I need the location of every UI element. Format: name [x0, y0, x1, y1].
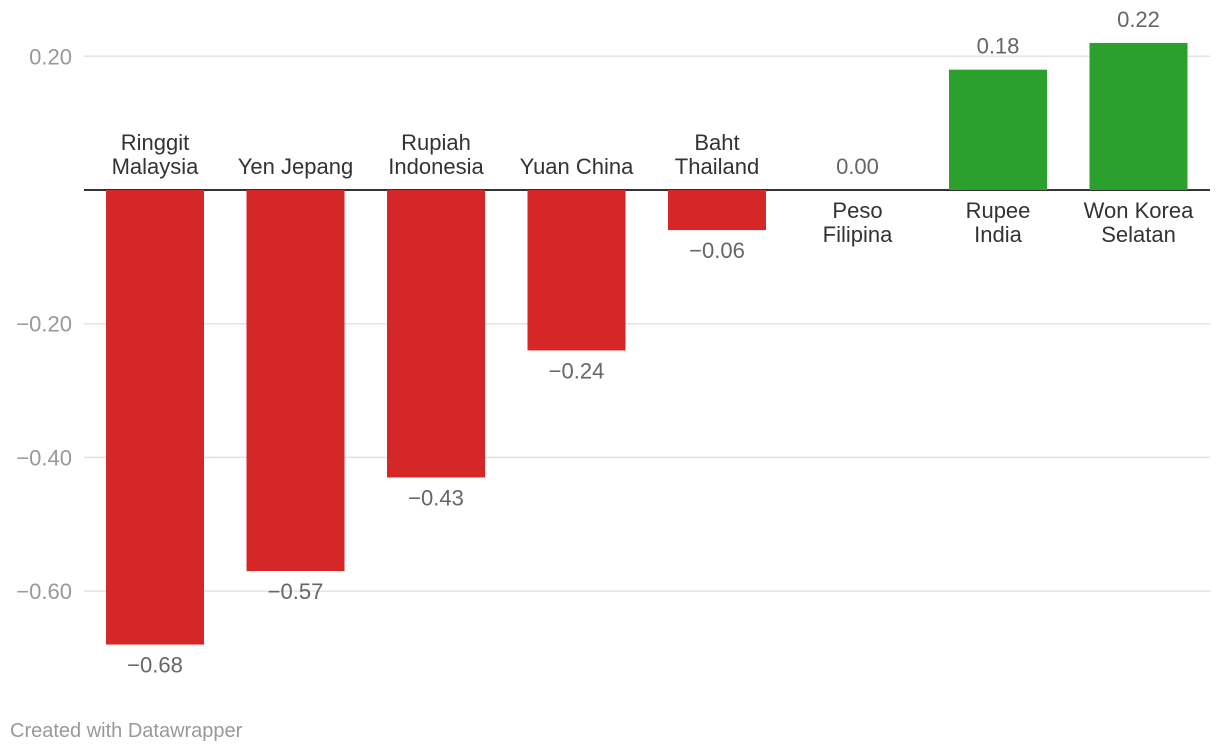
y-axis: 0.20 −0.20 −0.40 −0.60: [16, 44, 72, 604]
category-label: Rupee India: [966, 198, 1031, 247]
category-label: Rupiah Indonesia: [388, 130, 484, 179]
value-label: 0.18: [977, 34, 1020, 59]
y-tick-label: −0.20: [16, 312, 72, 337]
value-label: −0.57: [268, 579, 324, 604]
category-label: Yen Jepang: [238, 154, 353, 179]
y-tick-label: −0.40: [16, 445, 72, 470]
bar: [387, 190, 485, 478]
bar: [949, 69, 1047, 190]
category-label: Yuan China: [520, 154, 635, 179]
value-label: −0.43: [408, 485, 464, 510]
bar: [668, 190, 766, 231]
y-tick-label: −0.60: [16, 579, 72, 604]
category-label: Peso Filipina: [823, 198, 893, 247]
bar: [246, 190, 345, 572]
value-label: −0.68: [127, 653, 183, 678]
category-label: Ringgit Malaysia: [112, 130, 200, 179]
credit-text: Created with Datawrapper: [10, 720, 243, 742]
bar: [1089, 42, 1188, 191]
category-label: Won Korea Selatan: [1084, 198, 1194, 247]
bars: [106, 42, 1188, 645]
value-label: −0.24: [549, 358, 605, 383]
bar: [106, 190, 204, 645]
y-tick-label: 0.20: [29, 44, 72, 69]
value-label: −0.06: [689, 238, 745, 263]
value-label: 0.22: [1117, 7, 1160, 32]
category-label: Baht Thailand: [675, 130, 759, 179]
value-label: 0.00: [836, 154, 879, 179]
labels: Ringgit Malaysia −0.68 Yen Jepang −0.57 Rupia…: [112, 7, 1194, 678]
bar: [527, 190, 626, 351]
